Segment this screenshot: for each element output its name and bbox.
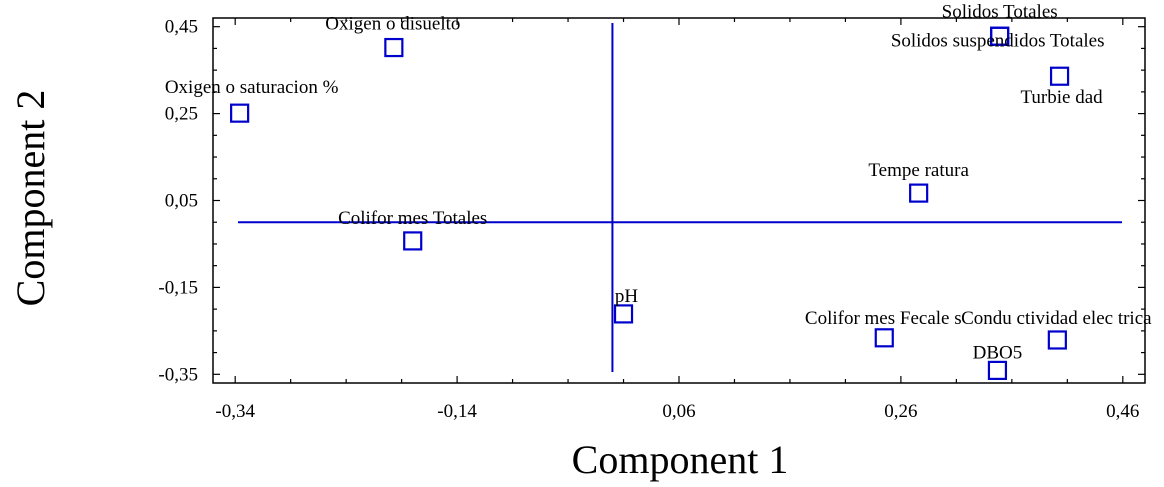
data-point-marker: [990, 26, 1010, 46]
axis-ticks: [213, 18, 1145, 383]
data-point-marker: [909, 183, 929, 203]
data-point-marker: [384, 37, 404, 58]
x-tick-label: 0,06: [662, 401, 695, 422]
data-point-label: Solidos Totales: [942, 1, 1058, 22]
x-tick-label: 0,26: [884, 401, 917, 422]
data-point-marker: [403, 231, 423, 251]
data-point-label: Turbie dad: [1020, 87, 1103, 108]
data-point-label: Oxigen o saturacion %: [165, 77, 339, 98]
data-point-label: pH: [615, 286, 639, 307]
data-point-marker: [613, 304, 634, 324]
x-axis-title: Component 1: [572, 437, 789, 482]
y-axis-title: Component 2: [8, 90, 53, 307]
data-point-marker: [987, 360, 1008, 380]
x-tick-label: 0,46: [1106, 401, 1139, 422]
y-tick-label: -0,15: [158, 277, 198, 298]
data-point-marker: [874, 328, 894, 348]
x-tick-label: -0,14: [437, 401, 477, 422]
data-point-label: DBO5: [973, 342, 1023, 363]
y-tick-label: 0,45: [165, 17, 198, 38]
data-point-label: Colifor mes Totales: [338, 208, 487, 229]
point-labels: Solidos Totales Solidos suspendidos Total…: [165, 1, 1152, 363]
data-point-label: Condu ctividad elec trica: [961, 308, 1152, 329]
data-point-label: Oxigen o disuelto: [325, 14, 460, 35]
data-point-label: Tempe ratura: [868, 160, 969, 181]
data-point-marker: [1049, 66, 1070, 86]
data-points: [230, 26, 1070, 380]
y-tick-label: 0,05: [165, 191, 198, 212]
tick-labels: -0,34 -0,14 0,06 0,26 0,46 0,45 0,25 0,05 -0,15 -…: [158, 17, 1139, 422]
data-point-label: Solidos suspendidos Totales: [891, 30, 1105, 51]
reference-lines: [238, 23, 1122, 372]
y-tick-label: -0,35: [158, 364, 198, 385]
data-point-label: Colifor mes Fecale s: [805, 308, 962, 329]
data-point-marker: [230, 103, 250, 123]
x-tick-label: -0,34: [215, 401, 255, 422]
y-tick-label: 0,25: [165, 104, 198, 125]
data-point-marker: [1047, 330, 1067, 350]
